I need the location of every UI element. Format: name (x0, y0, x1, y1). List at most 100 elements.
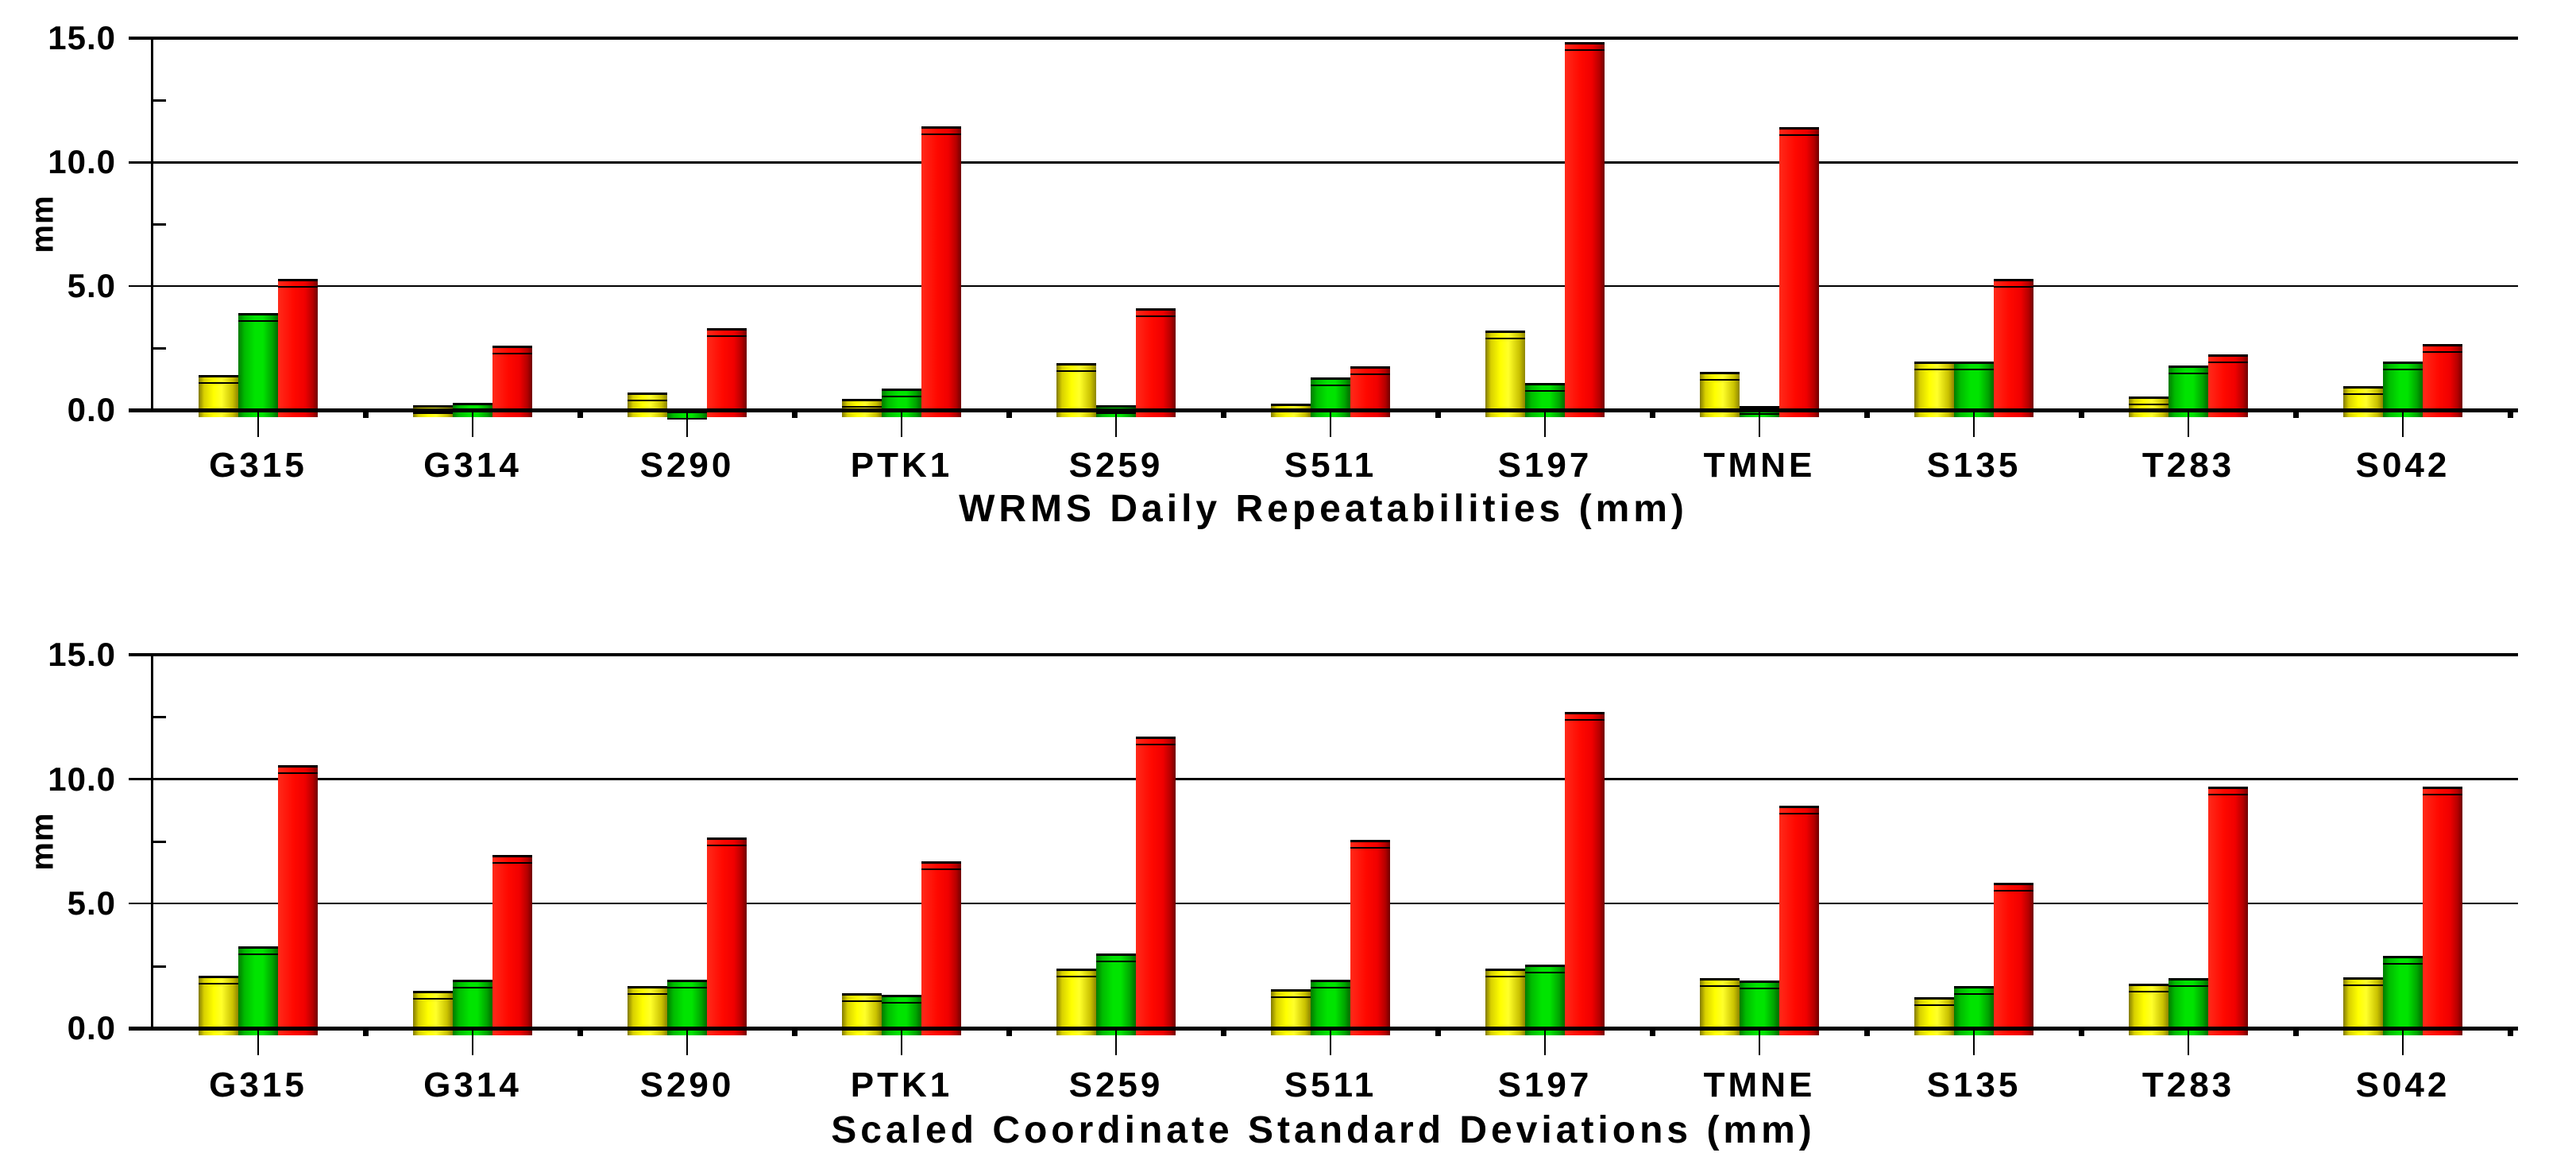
bar-cap (1779, 806, 1819, 814)
x-minor-tick (1006, 410, 1012, 418)
bar-cap (2343, 386, 2383, 395)
x-minor-tick (792, 410, 798, 418)
bar-cap (667, 980, 707, 988)
bar-cap (2343, 977, 2383, 986)
ytick-label: 10.0 (48, 760, 116, 798)
bar-red-S290 (707, 328, 747, 417)
category-label-G315: G315 (209, 1066, 307, 1104)
bar-green-S042 (2383, 362, 2423, 417)
x-major-tick (2188, 1030, 2189, 1055)
bar-red-S197 (1565, 42, 1605, 417)
bar-cap (2423, 787, 2462, 795)
bar-red-G315 (278, 765, 318, 1035)
x-major-tick (2188, 412, 2189, 437)
category-label-G314: G314 (423, 1066, 522, 1104)
bar-red-S511 (1350, 840, 1390, 1035)
bar-cap (1136, 308, 1176, 317)
x-minor-tick (363, 1028, 369, 1036)
bar-cap (1271, 989, 1311, 998)
bar-yellow-S259 (1056, 363, 1096, 417)
bar-cap (278, 765, 318, 774)
bar-cap (1954, 362, 1994, 370)
x-minor-tick (2508, 1028, 2513, 1036)
x-minor-tick (1864, 1028, 1870, 1036)
bar-cap (492, 855, 532, 864)
ytick-label: 10.0 (48, 143, 116, 180)
x-major-tick (472, 412, 473, 437)
bar-cap (1525, 383, 1565, 392)
bar-red-S042 (2423, 344, 2462, 417)
x-minor-tick (1864, 410, 1870, 418)
x-major-tick (1330, 412, 1331, 437)
bar-yellow-S290 (628, 393, 667, 417)
bar-cap (1056, 363, 1096, 372)
ytick-label: 0.0 (67, 391, 116, 428)
gridline-10 (129, 161, 2518, 164)
category-label-T283: T283 (2142, 446, 2235, 485)
bar-yellow-S197 (1485, 969, 1525, 1035)
bar-cap (1350, 366, 1390, 375)
x-axis-line (129, 408, 2518, 412)
bar-cap (199, 375, 238, 384)
x-major-tick (472, 1030, 473, 1055)
bar-cap (882, 389, 921, 397)
x-major-tick (1115, 412, 1117, 437)
bar-cap (1700, 978, 1740, 987)
bar-red-S197 (1565, 712, 1605, 1035)
category-label-S042: S042 (2355, 446, 2450, 485)
gridline-5 (129, 285, 2518, 287)
bar-cap (2208, 787, 2248, 795)
bar-cap (238, 313, 278, 322)
gridline-15 (129, 653, 2518, 656)
bar-green-S290 (667, 980, 707, 1035)
x-major-tick (1973, 412, 1975, 437)
bar-cap (882, 995, 921, 1004)
bar-cap (453, 980, 492, 988)
y-minor-tick (152, 347, 166, 350)
bar-cap (413, 991, 453, 1000)
bar-cap (278, 279, 318, 288)
bar-cap (921, 861, 961, 870)
x-minor-tick (1650, 410, 1655, 418)
bar-cap (707, 837, 747, 846)
gridline-10 (129, 778, 2518, 780)
x-major-tick (2402, 412, 2404, 437)
y-minor-tick (152, 965, 166, 968)
bar-cap (628, 393, 667, 401)
bar-green-S042 (2383, 956, 2423, 1035)
bar-cap (842, 399, 882, 408)
x-minor-tick (1006, 1028, 1012, 1036)
bar-cap (2383, 362, 2423, 370)
bar-cap (1485, 331, 1525, 339)
x-major-tick (686, 1030, 688, 1055)
y-minor-tick (152, 841, 166, 843)
y-axis-line (151, 653, 153, 1031)
x-minor-tick (1435, 410, 1441, 418)
x-minor-tick (363, 410, 369, 418)
x-major-tick (1544, 1030, 1546, 1055)
x-major-tick (257, 1030, 259, 1055)
ytick-label: 5.0 (67, 267, 116, 304)
bar-cap (1311, 980, 1350, 988)
bar-yellow-TMNE (1700, 978, 1740, 1035)
category-label-S197: S197 (1497, 446, 1593, 485)
bar-cap (2169, 366, 2208, 374)
x-major-tick (1759, 412, 1760, 437)
category-label-S042: S042 (2355, 1066, 2450, 1104)
category-label-G314: G314 (423, 446, 522, 485)
bar-cap (1485, 969, 1525, 977)
bar-yellow-S259 (1056, 969, 1096, 1035)
bar-green-S135 (1954, 362, 1994, 417)
category-label-G315: G315 (209, 446, 307, 485)
x-minor-tick (792, 1028, 798, 1036)
bar-cap (1994, 279, 2033, 288)
category-label-T283: T283 (2142, 1066, 2235, 1104)
bar-cap (492, 346, 532, 354)
x-minor-tick (1221, 1028, 1226, 1036)
bar-cap (2208, 354, 2248, 363)
bar-cap (2129, 396, 2169, 405)
bar-green-TMNE (1740, 981, 1779, 1035)
bar-yellow-T283 (2129, 396, 2169, 417)
bar-cap (842, 993, 882, 1002)
